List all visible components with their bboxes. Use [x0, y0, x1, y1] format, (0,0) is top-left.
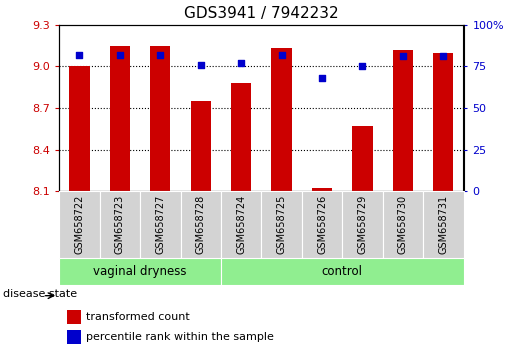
Text: disease state: disease state	[3, 289, 77, 299]
Bar	[140, 191, 180, 258]
Bar	[150, 46, 170, 191]
Text: GSM658731: GSM658731	[438, 195, 448, 255]
Point	[237, 60, 245, 66]
Bar	[100, 191, 140, 258]
Bar	[393, 50, 413, 191]
Bar	[221, 191, 261, 258]
Bar	[59, 191, 100, 258]
Title: GDS3941 / 7942232: GDS3941 / 7942232	[184, 6, 339, 21]
Bar	[70, 67, 90, 191]
Point	[278, 52, 286, 58]
Point	[358, 64, 367, 69]
Bar	[191, 101, 211, 191]
Bar	[180, 191, 221, 258]
Bar	[352, 126, 372, 191]
Bar	[231, 83, 251, 191]
Text: GSM658722: GSM658722	[75, 195, 84, 255]
Text: control: control	[322, 265, 363, 278]
Bar	[302, 191, 342, 258]
Bar	[312, 188, 332, 191]
Point	[399, 53, 407, 59]
Text: percentile rank within the sample: percentile rank within the sample	[85, 332, 273, 342]
Text: GSM658730: GSM658730	[398, 195, 408, 255]
Bar	[59, 258, 221, 285]
Text: GSM658727: GSM658727	[156, 195, 165, 255]
Point	[318, 75, 326, 81]
Text: transformed count: transformed count	[85, 312, 189, 322]
Bar	[433, 52, 453, 191]
Text: GSM658726: GSM658726	[317, 195, 327, 255]
Point	[156, 52, 164, 58]
Point	[75, 52, 83, 58]
Text: vaginal dryness: vaginal dryness	[93, 265, 187, 278]
Text: GSM658728: GSM658728	[196, 195, 205, 255]
Text: GSM658729: GSM658729	[357, 195, 367, 255]
Bar	[383, 191, 423, 258]
Text: GSM658725: GSM658725	[277, 195, 286, 255]
Point	[197, 62, 205, 68]
Bar	[67, 330, 81, 343]
Point	[439, 53, 448, 59]
Bar	[342, 191, 383, 258]
Bar	[271, 48, 291, 191]
Bar	[110, 46, 130, 191]
Bar	[423, 191, 464, 258]
Text: GSM658724: GSM658724	[236, 195, 246, 255]
Text: GSM658723: GSM658723	[115, 195, 125, 255]
Point	[116, 52, 124, 58]
Bar	[221, 258, 464, 285]
Bar	[261, 191, 302, 258]
Bar	[67, 310, 81, 324]
